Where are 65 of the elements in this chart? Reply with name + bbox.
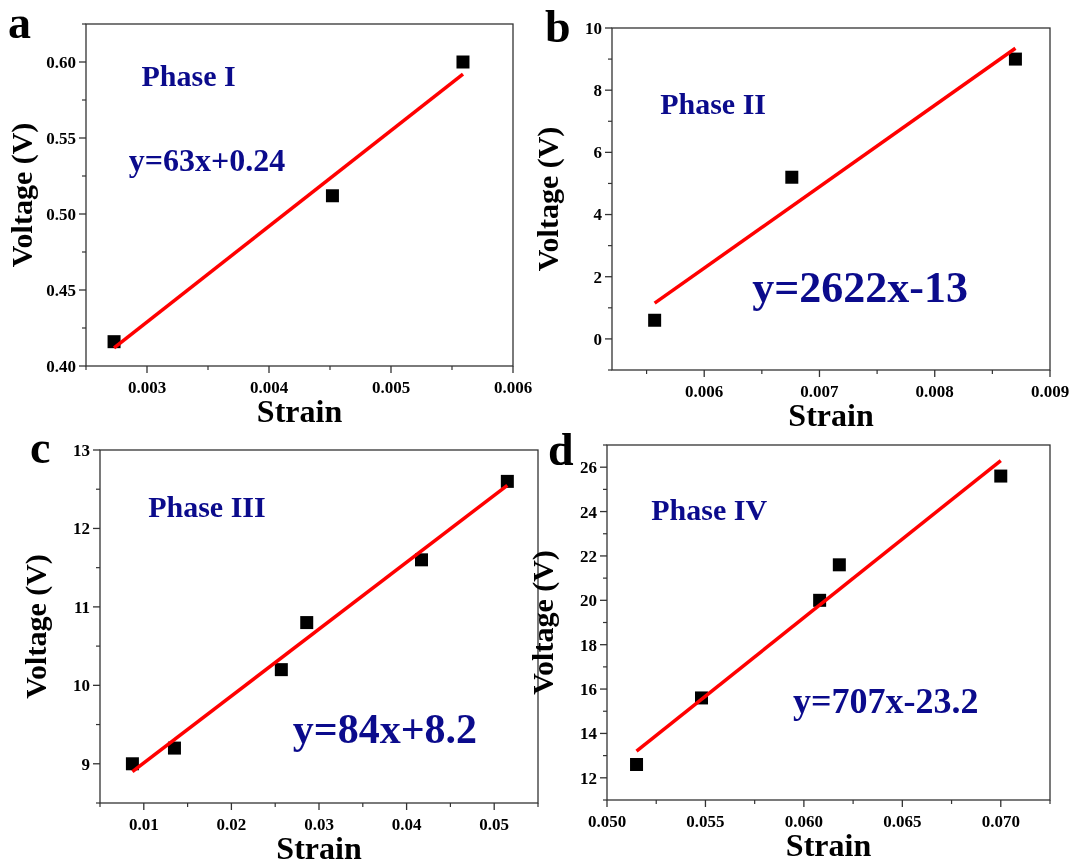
- point: [630, 758, 644, 771]
- x-tick-label: 0.008: [915, 382, 954, 401]
- y-tick-label: 2: [593, 267, 602, 287]
- point: [456, 55, 470, 69]
- y-tick-label: 10: [585, 18, 602, 38]
- x-tick-label: 0.055: [686, 812, 725, 831]
- y-axis-title: Voltage (V): [531, 126, 565, 272]
- point: [1008, 52, 1022, 66]
- point: [994, 469, 1008, 483]
- y-tick-label: 24: [580, 502, 598, 522]
- y-tick-label: 4: [593, 205, 603, 225]
- point: [785, 170, 799, 184]
- x-tick-label: 0.003: [127, 378, 167, 397]
- y-tick-label: 12: [580, 768, 597, 788]
- x-tick-label: 0.02: [216, 815, 247, 834]
- y-tick-label: 26: [580, 458, 597, 478]
- y-tick-label: 14: [580, 724, 598, 744]
- x-tick-label: 0.006: [493, 378, 533, 397]
- x-tick-label: 0.005: [371, 378, 411, 397]
- annotation: y=707x-23.2: [793, 681, 979, 722]
- chart-title: d: [548, 424, 574, 475]
- y-tick-label: 8: [593, 81, 602, 101]
- y-tick-label: 0.60: [46, 52, 76, 72]
- y-tick-label: 0.45: [46, 280, 76, 300]
- chart-title: a: [8, 0, 31, 48]
- y-tick-label: 18: [580, 635, 597, 655]
- x-tick-label: 0.070: [981, 812, 1020, 831]
- chart-title: b: [545, 1, 571, 52]
- y-tick-label: 11: [73, 597, 90, 617]
- x-tick-label: 0.006: [685, 382, 724, 401]
- annotation: Phase II: [660, 86, 767, 120]
- x-tick-label: 0.065: [883, 812, 922, 831]
- point: [325, 189, 339, 203]
- y-tick-label: 10: [73, 676, 90, 696]
- annotation: Phase IV: [651, 492, 768, 526]
- y-tick-label: 12: [73, 519, 90, 539]
- y-axis-title: Voltage (V): [526, 550, 560, 695]
- chart-title: c: [30, 422, 51, 473]
- y-tick-label: 13: [73, 440, 90, 460]
- point: [167, 741, 181, 755]
- y-tick-label: 0.40: [46, 356, 76, 376]
- point: [274, 663, 288, 677]
- y-tick-label: 9: [81, 754, 90, 774]
- annotation: Phase III: [148, 490, 266, 524]
- y-tick-label: 20: [580, 591, 597, 611]
- y-tick-label: 6: [593, 143, 602, 163]
- annotation: y=84x+8.2: [292, 705, 478, 752]
- y-tick-label: 22: [580, 546, 597, 566]
- x-tick-label: 0.050: [587, 812, 627, 831]
- y-axis-title: Voltage (V): [19, 554, 53, 699]
- y-tick-label: 0: [593, 329, 602, 349]
- point: [832, 558, 846, 572]
- point: [300, 616, 314, 630]
- annotation: Phase I: [141, 58, 236, 92]
- point: [648, 313, 662, 327]
- y-tick-label: 0.55: [46, 128, 76, 148]
- y-tick-label: 16: [580, 680, 597, 700]
- annotation: y=63x+0.24: [128, 142, 286, 179]
- x-tick-label: 0.01: [128, 815, 159, 834]
- x-tick-label: 0.05: [479, 815, 510, 834]
- annotation: y=2622x-13: [752, 262, 968, 312]
- y-axis-title: Voltage (V): [5, 122, 39, 268]
- x-tick-label: 0.009: [1030, 382, 1070, 401]
- x-tick-label: 0.04: [391, 815, 422, 834]
- y-tick-label: 0.50: [46, 204, 76, 224]
